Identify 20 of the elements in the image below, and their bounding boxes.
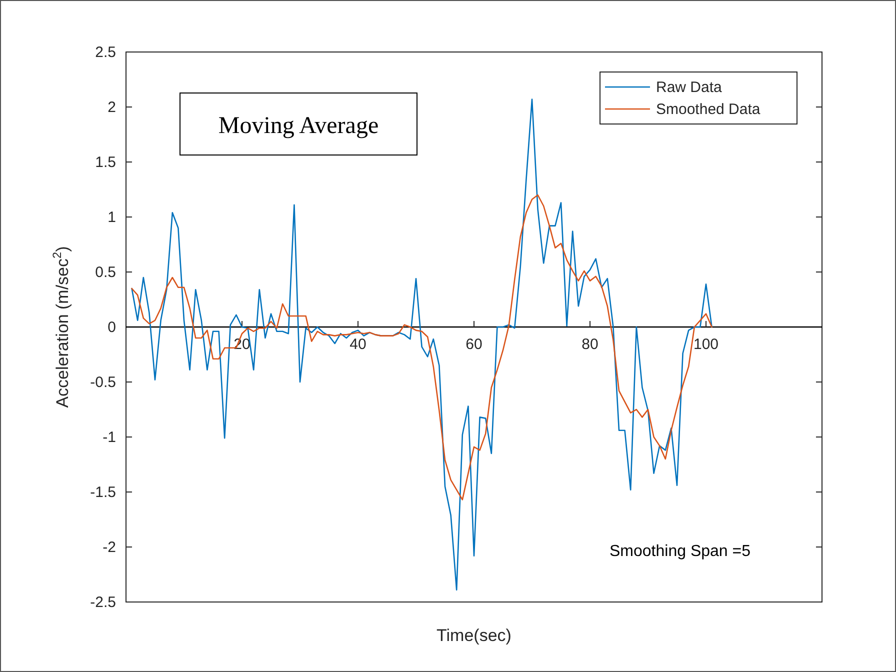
y-tick-label: -2.5 (90, 594, 116, 611)
y-tick-label: 2.5 (95, 44, 116, 61)
x-tick-label: 40 (350, 336, 366, 353)
x-axis-title: Time(sec) (436, 626, 512, 645)
y-tick-label: -0.5 (90, 374, 116, 391)
annotation: Smoothing Span =5 (610, 543, 751, 560)
y-tick-label: 1 (108, 209, 116, 226)
y-tick-label: 2 (108, 99, 116, 116)
y-tick-label: -2 (102, 539, 116, 556)
x-tick-label: 100 (693, 336, 719, 353)
legend-label: Raw Data (656, 79, 723, 96)
y-tick-label: -1 (102, 429, 116, 446)
y-tick-label: 0.5 (95, 264, 116, 281)
y-tick-label: 1.5 (95, 154, 116, 171)
annotation: Moving Average (218, 113, 379, 139)
legend-label: Smoothed Data (656, 101, 761, 118)
y-tick-label: 0 (108, 319, 116, 336)
x-tick-label: 60 (466, 336, 482, 353)
x-tick-label: 80 (582, 336, 598, 353)
y-tick-label: -1.5 (90, 484, 116, 501)
